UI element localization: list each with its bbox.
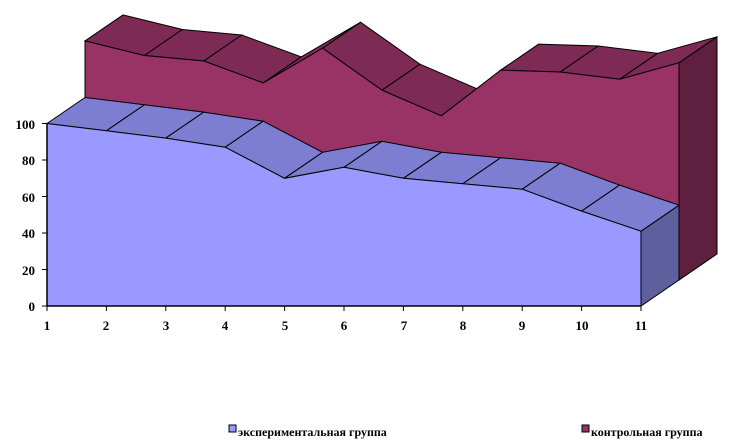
y-tick-label: 80 (22, 153, 35, 168)
x-tick-label: 4 (222, 318, 229, 333)
legend-label-control: контрольная группа (591, 425, 703, 439)
y-axis: 0 20 40 60 80 100 (16, 117, 36, 314)
y-tick-label: 60 (22, 190, 35, 205)
y-tick-label: 20 (22, 263, 35, 278)
x-tick-label: 1 (44, 318, 51, 333)
x-tick-label: 11 (635, 318, 647, 333)
x-tick-label: 9 (519, 318, 526, 333)
x-tick-label: 2 (103, 318, 110, 333)
x-axis: 1 2 3 4 5 6 7 8 9 10 11 (44, 318, 647, 333)
y-tick-label: 0 (29, 299, 36, 314)
y-tick-label: 40 (22, 226, 35, 241)
legend: экспериментальная группа контрольная гру… (228, 424, 703, 439)
plot-area (42, 14, 718, 311)
y-tick-label: 100 (16, 117, 36, 132)
legend-swatch-control (581, 424, 590, 433)
x-tick-label: 3 (163, 318, 170, 333)
legend-swatch-experimental (228, 424, 237, 433)
x-tick-label: 6 (341, 318, 348, 333)
x-tick-label: 8 (460, 318, 467, 333)
legend-label-experimental: экспериментальная группа (238, 425, 387, 439)
x-tick-label: 5 (282, 318, 289, 333)
series-area-face (46, 122, 642, 307)
x-tick-label: 7 (401, 318, 408, 333)
series-end-cap (678, 35, 718, 281)
x-tick-label: 10 (576, 318, 589, 333)
